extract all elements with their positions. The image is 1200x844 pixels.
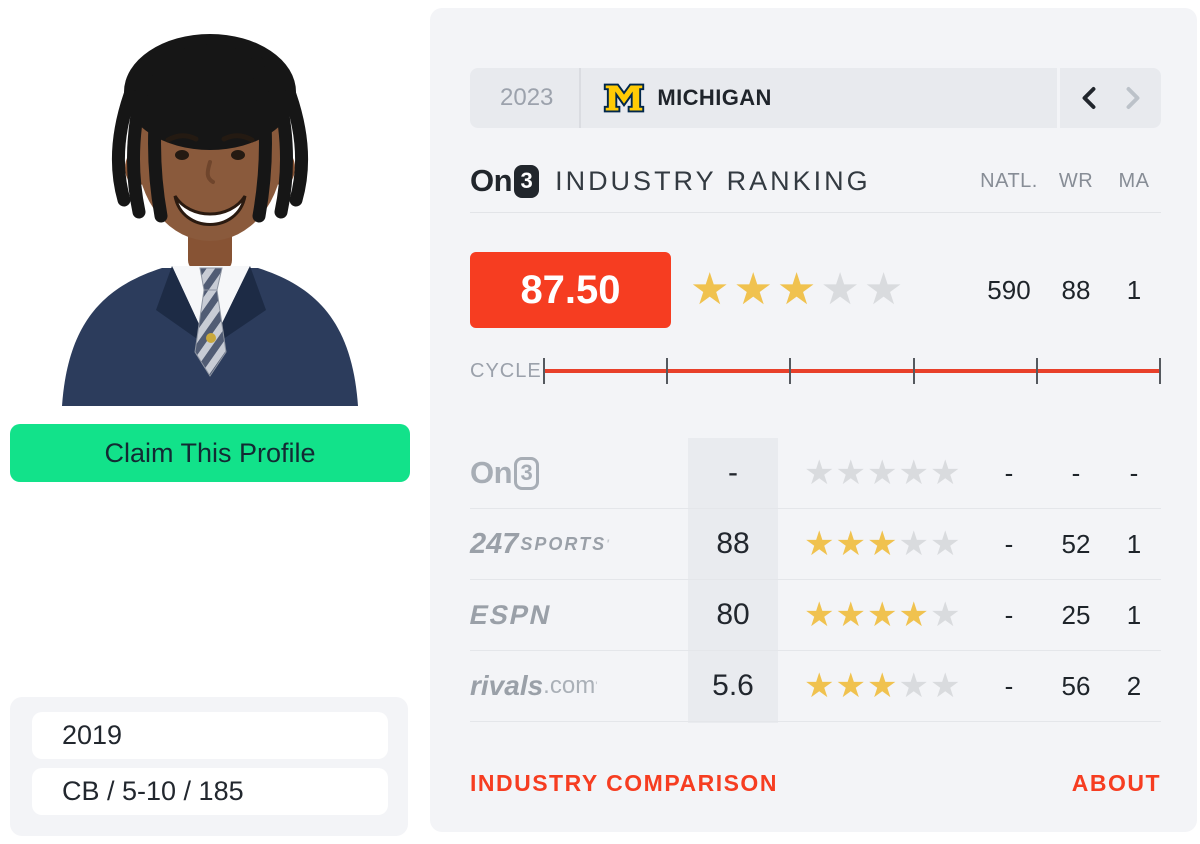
industry-star-rating: ★★★★★ — [690, 265, 908, 314]
rivals-star-rating: ★★★★★ — [804, 667, 962, 705]
table-row-on3: On 3 - ★★★★★ - - - — [470, 438, 1161, 509]
rivals-logo: rivals .com ' — [470, 670, 598, 701]
espn-score: 80 — [716, 598, 750, 631]
industry-ranking-card: 2023 MICHIGAN On — [430, 8, 1197, 832]
industry-score-badge: 87.50 — [470, 252, 671, 328]
cycle-timeline-line — [543, 369, 1161, 373]
espn-natl: - — [1004, 599, 1014, 630]
247sports-score: 88 — [716, 527, 750, 560]
player-headshot-illustration — [10, 0, 410, 406]
industry-comparison-table: On 3 - ★★★★★ - - - 247 SPORTS ' 8 — [466, 438, 1161, 723]
position-vitals-field[interactable]: CB / 5-10 / 185 — [32, 768, 388, 815]
espn-position: 25 — [1061, 599, 1091, 630]
divider — [470, 212, 1161, 213]
on3-row-logo: On 3 — [470, 455, 688, 491]
cycle-timeline-slider[interactable] — [543, 355, 1161, 387]
on3-state: - — [1129, 457, 1139, 488]
247sports-star-rating: ★★★★★ — [804, 525, 962, 563]
player-photo — [10, 0, 410, 406]
team-nav — [1060, 68, 1161, 128]
table-row-espn: ESPN 80 ★★★★★ - 25 1 — [466, 580, 1161, 651]
score-column-background — [688, 438, 778, 723]
table-row-rivals: rivals .com ' 5.6 ★★★★★ - 56 2 — [470, 651, 1161, 722]
rivals-state: 2 — [1126, 670, 1142, 701]
about-link[interactable]: ABOUT — [1071, 769, 1161, 796]
rivals-position: 56 — [1061, 670, 1091, 701]
team-commitment: 2023 MICHIGAN — [470, 68, 1057, 128]
on3-star-rating: ★★★★★ — [804, 454, 962, 492]
cycle-row: CYCLE — [470, 355, 1161, 387]
class-year-value: 2019 — [62, 720, 123, 750]
column-header-position: WR — [1058, 169, 1094, 192]
247sports-state: 1 — [1126, 528, 1142, 559]
column-header-state: MA — [1118, 169, 1150, 192]
vertical-divider — [579, 68, 582, 128]
position-rank-value: 88 — [1061, 274, 1091, 305]
column-headers: NATL. WR MA — [973, 170, 1161, 193]
previous-chevron-icon[interactable] — [1080, 86, 1098, 110]
rivals-natl: - — [1004, 670, 1014, 701]
cycle-label: CYCLE — [470, 359, 542, 382]
on3-natl: - — [1004, 457, 1014, 488]
on3-score: - — [728, 456, 738, 489]
on3-logo: On 3 — [470, 163, 540, 199]
cycle-timeline-ticks — [543, 358, 1161, 384]
industry-rank-values: 590 88 1 — [973, 275, 1161, 306]
card-footer: INDUSTRY COMPARISON ABOUT — [470, 760, 1161, 806]
position-vitals-value: CB / 5-10 / 185 — [62, 776, 244, 806]
rivals-score: 5.6 — [712, 669, 754, 702]
next-chevron-icon[interactable] — [1124, 86, 1142, 110]
247sports-position: 52 — [1061, 528, 1091, 559]
commitment-year: 2023 — [500, 84, 554, 111]
column-header-natl: NATL. — [980, 169, 1038, 192]
table-row-247sports: 247 SPORTS ' 88 ★★★★★ - 52 1 — [470, 509, 1161, 580]
industry-score-row: 87.50 ★★★★★ 590 88 1 — [470, 252, 1161, 328]
team-name: MICHIGAN — [657, 85, 772, 110]
espn-logo: ESPN — [466, 599, 555, 630]
michigan-logo-icon — [603, 83, 645, 113]
ranking-header: On 3 INDUSTRY RANKING NATL. WR MA — [470, 158, 1161, 204]
espn-state: 1 — [1126, 599, 1142, 630]
claim-profile-button[interactable]: Claim This Profile — [10, 424, 410, 482]
natl-rank-value: 590 — [987, 274, 1031, 305]
state-rank-value: 1 — [1126, 274, 1142, 305]
player-info-panel: 2019 CB / 5-10 / 185 — [10, 697, 408, 836]
247sports-logo: 247 SPORTS ' — [470, 527, 609, 560]
class-year-field[interactable]: 2019 — [32, 712, 388, 759]
247sports-natl: - — [1004, 528, 1014, 559]
on3-position: - — [1071, 457, 1081, 488]
team-commitment-bar: 2023 MICHIGAN — [470, 68, 1161, 128]
ranking-title: INDUSTRY RANKING — [555, 165, 871, 196]
espn-star-rating: ★★★★★ — [804, 596, 962, 634]
industry-comparison-link[interactable]: INDUSTRY COMPARISON — [470, 769, 778, 796]
